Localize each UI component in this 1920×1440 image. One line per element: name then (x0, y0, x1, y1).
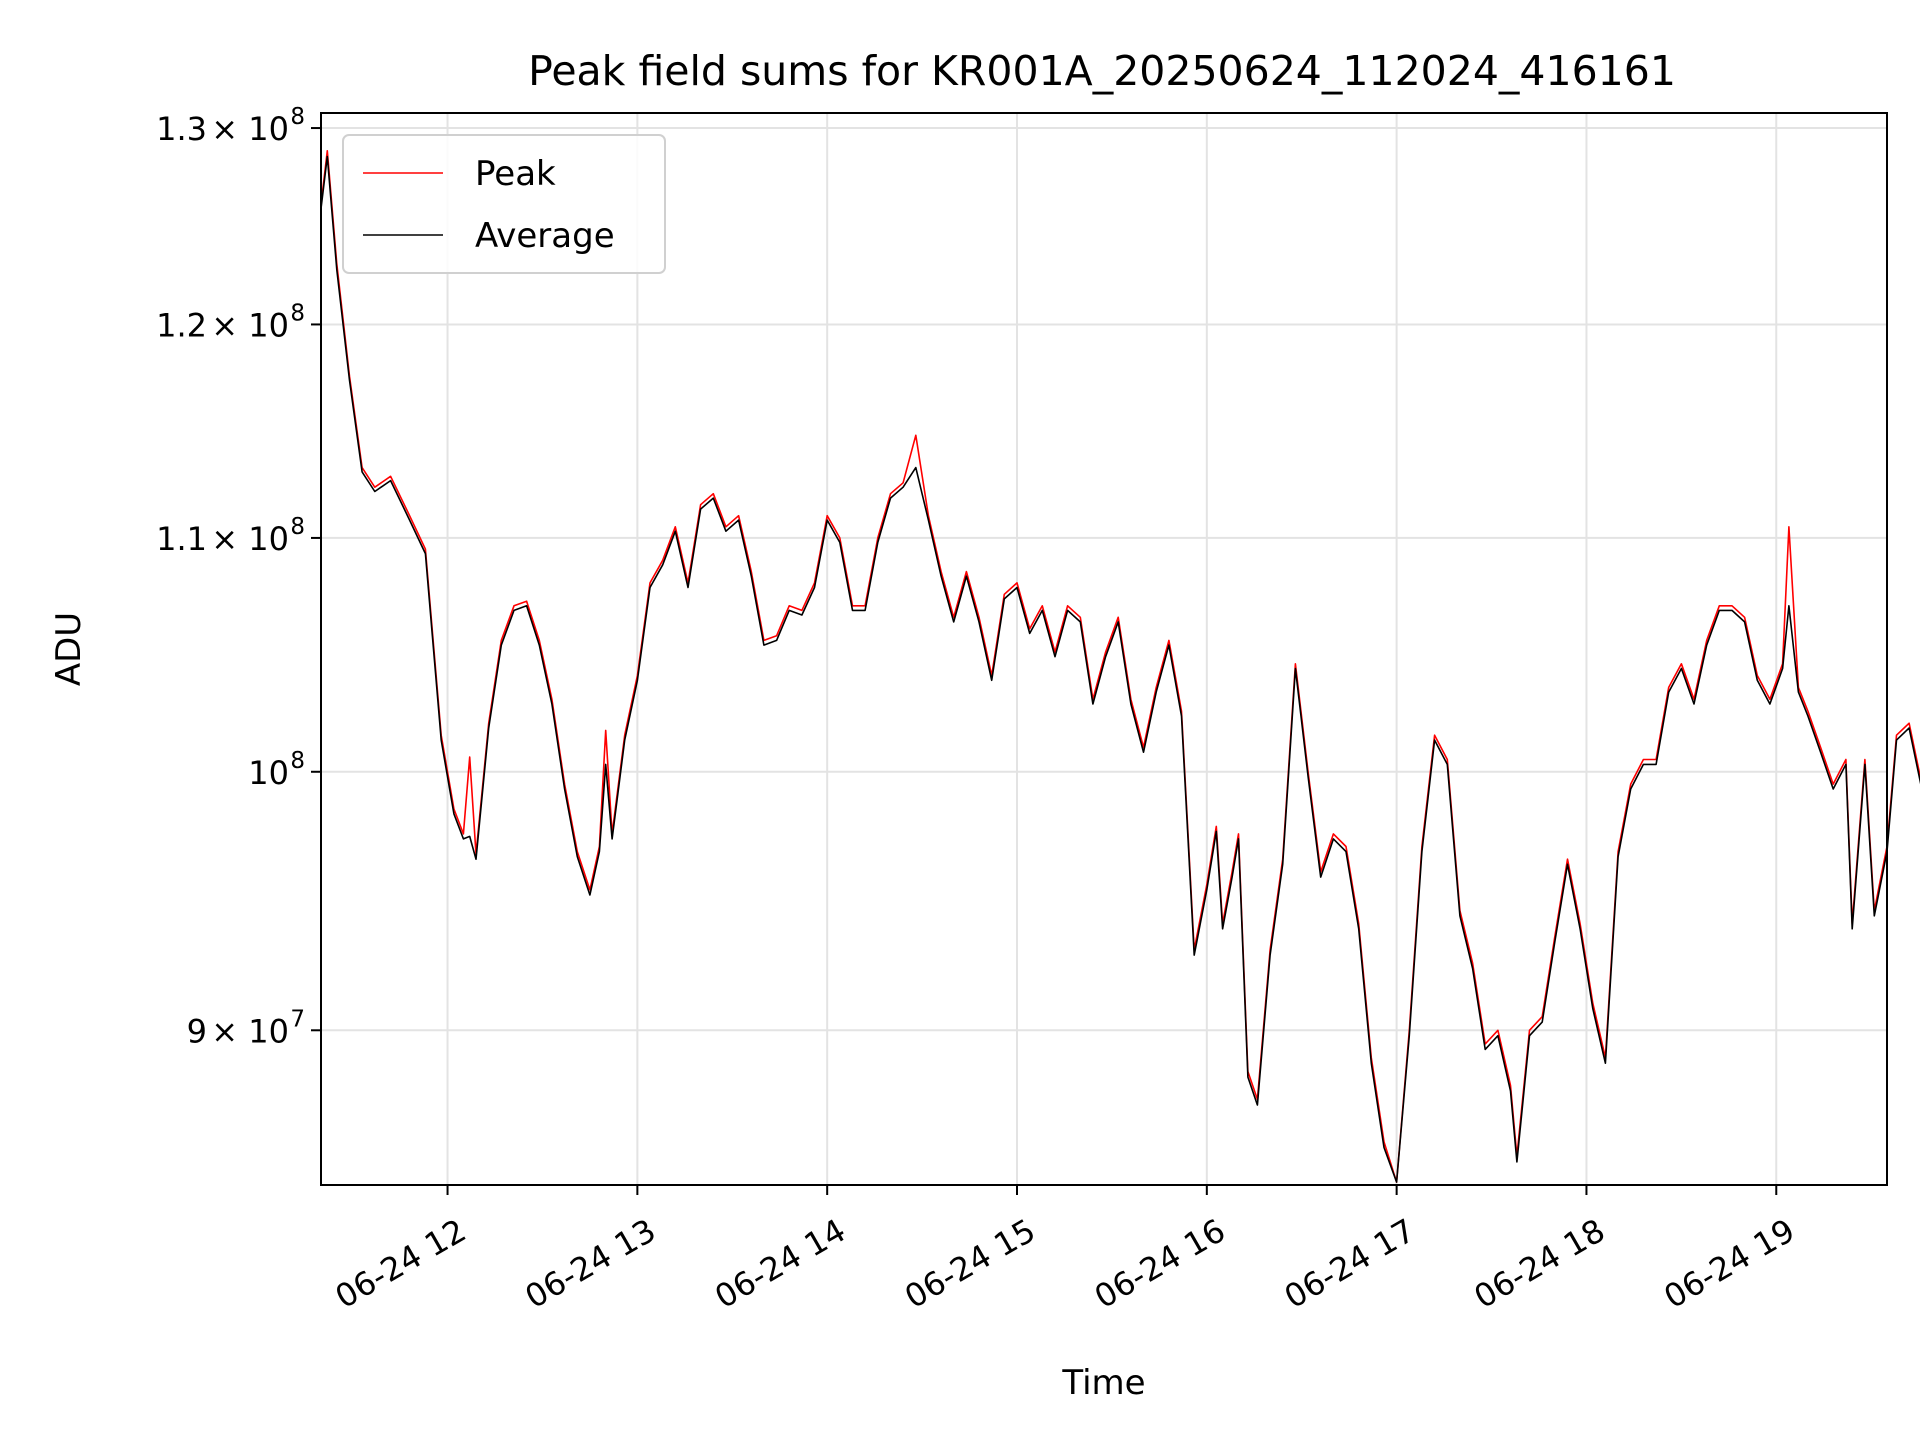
y-tick-mantissa: 1.1 (156, 520, 207, 558)
y-tick-exponent: 8 (290, 514, 305, 540)
y-tick-exponent: 8 (290, 300, 305, 326)
y-tick-mantissa: 1.3 (156, 110, 207, 148)
legend-box (342, 134, 666, 274)
y-tick-exponent: 7 (290, 1006, 305, 1032)
y-tick-label: 7× 109 (187, 1006, 305, 1050)
legend: Peak Average (342, 134, 666, 274)
grid-lines (321, 113, 1887, 1185)
y-tick-label: 8× 101.3 (156, 104, 305, 148)
legend-label: Peak (475, 154, 556, 194)
y-tick-base-ten: × 10 (211, 306, 289, 344)
y-tick-exponent: 8 (290, 748, 305, 774)
series-layer (320, 150, 1920, 1183)
y-tick-label: 8× 101.1 (156, 514, 305, 558)
x-axis-label: Time (1061, 1363, 1145, 1403)
y-tick-mantissa: 9 (187, 1012, 207, 1050)
y-tick-base-ten: 10 (248, 754, 289, 792)
y-tick-label: 8× 101.2 (156, 300, 305, 344)
series-line-average (320, 155, 1920, 1183)
y-tick-label: 810 (248, 748, 305, 792)
y-tick-base-ten: × 10 (211, 520, 289, 558)
y-tick-exponent: 8 (290, 104, 305, 130)
y-tick-base-ten: × 10 (211, 1012, 289, 1050)
chart-title: Peak field sums for KR001A_20250624_1120… (528, 47, 1676, 95)
y-tick-mantissa: 1.2 (156, 306, 207, 344)
plot-area-frame (320, 112, 1888, 1186)
y-axis-label: ADU (49, 612, 89, 686)
y-tick-base-ten: × 10 (211, 110, 289, 148)
legend-label: Average (475, 216, 615, 256)
